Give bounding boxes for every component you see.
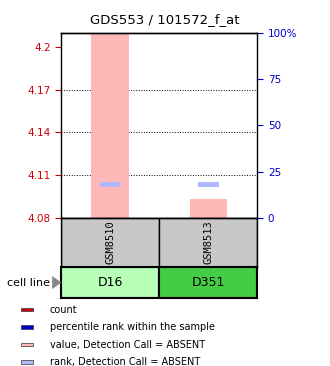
Text: percentile rank within the sample: percentile rank within the sample	[50, 322, 214, 332]
Text: GSM8510: GSM8510	[105, 221, 115, 264]
Bar	[91, 33, 129, 218]
Bar	[21, 325, 33, 329]
Bar	[198, 182, 218, 187]
Bar	[61, 267, 159, 298]
Text: D16: D16	[97, 276, 123, 289]
Text: GSM8513: GSM8513	[203, 221, 213, 264]
Bar	[21, 343, 33, 346]
Bar	[21, 361, 33, 364]
Bar	[190, 199, 227, 218]
Text: GDS553 / 101572_f_at: GDS553 / 101572_f_at	[90, 13, 240, 26]
Bar	[21, 308, 33, 311]
Bar	[100, 182, 120, 187]
Bar	[159, 218, 257, 267]
Text: D351: D351	[192, 276, 225, 289]
Bar	[159, 267, 257, 298]
Text: value, Detection Call = ABSENT: value, Detection Call = ABSENT	[50, 340, 205, 350]
Text: rank, Detection Call = ABSENT: rank, Detection Call = ABSENT	[50, 357, 200, 366]
Bar	[61, 218, 159, 267]
Polygon shape	[52, 276, 61, 289]
Text: cell line: cell line	[7, 277, 50, 288]
Text: count: count	[50, 305, 77, 315]
